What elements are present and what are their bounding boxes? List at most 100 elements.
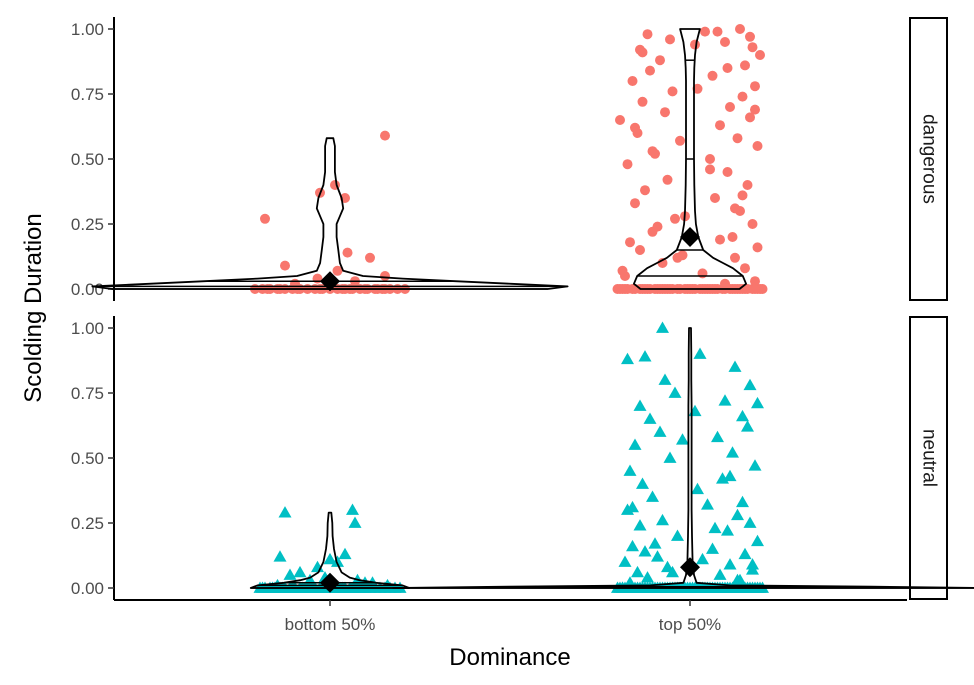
data-point	[627, 76, 638, 86]
data-point	[708, 521, 722, 534]
strip-box	[909, 316, 948, 600]
x-tick-label: top 50%	[659, 615, 721, 634]
data-point	[260, 213, 270, 224]
data-point	[742, 180, 753, 190]
data-point	[631, 565, 644, 578]
data-point	[750, 81, 760, 92]
data-point	[648, 537, 662, 549]
data-point	[727, 232, 738, 242]
data-point	[647, 146, 658, 157]
x-tick-label: bottom 50%	[285, 615, 376, 634]
data-point	[656, 513, 669, 526]
data-point	[668, 386, 682, 398]
mean-marker	[320, 271, 340, 292]
data-point	[651, 550, 664, 562]
data-point	[365, 252, 375, 263]
mean-marker	[320, 572, 340, 593]
data-point	[652, 221, 663, 232]
data-point	[732, 133, 743, 144]
data-point	[618, 555, 632, 567]
data-point	[712, 26, 723, 37]
data-point	[730, 252, 740, 263]
data-point	[623, 464, 637, 476]
data-point	[626, 539, 639, 552]
data-point	[745, 31, 755, 42]
data-point	[662, 174, 673, 185]
data-point	[273, 550, 287, 562]
data-point	[696, 552, 709, 565]
data-point	[638, 350, 652, 362]
data-point	[692, 83, 703, 94]
data-point	[752, 242, 763, 253]
data-point	[676, 433, 689, 445]
data-point	[740, 60, 750, 71]
data-point	[750, 276, 760, 287]
data-point	[630, 122, 640, 133]
data-point	[672, 252, 683, 263]
data-point	[755, 50, 765, 60]
data-point	[707, 70, 718, 81]
data-point	[693, 347, 707, 359]
data-point	[743, 378, 757, 391]
data-point	[752, 284, 763, 294]
violin-0	[91, 137, 569, 290]
data-point	[626, 500, 639, 513]
data-point	[633, 399, 647, 411]
data-point	[628, 438, 642, 450]
data-point	[342, 247, 353, 258]
y-tick-label: 0.25	[71, 514, 104, 533]
data-point	[723, 469, 737, 482]
data-point	[746, 558, 759, 570]
data-point	[645, 65, 655, 76]
violin-1	[633, 28, 747, 290]
data-point	[293, 565, 307, 578]
data-point	[621, 352, 634, 365]
data-point	[730, 203, 740, 214]
data-point	[633, 519, 647, 531]
y-tick-label: 0.25	[71, 215, 104, 234]
y-axis-title: Scolding Duration	[20, 213, 47, 402]
data-point	[738, 547, 752, 560]
violin-1	[392, 327, 974, 589]
data-point	[637, 96, 648, 107]
data-point	[280, 260, 290, 271]
data-point	[643, 412, 657, 424]
y-tick-label: 1.00	[71, 20, 104, 39]
data-point	[671, 529, 684, 541]
data-point	[338, 547, 352, 560]
data-point	[380, 130, 390, 141]
data-point	[720, 37, 730, 47]
data-point	[736, 495, 749, 508]
data-point	[736, 409, 749, 422]
data-point	[642, 29, 653, 40]
data-point	[638, 545, 652, 557]
data-point	[656, 321, 669, 333]
data-point	[715, 234, 725, 245]
data-point	[726, 446, 739, 458]
data-point	[663, 451, 677, 463]
data-point	[711, 430, 724, 443]
data-point	[332, 265, 343, 276]
data-point	[667, 86, 678, 97]
data-point	[748, 459, 762, 471]
data-point	[675, 135, 685, 146]
data-point	[737, 190, 748, 201]
data-point	[731, 573, 744, 586]
data-point	[290, 278, 300, 289]
data-point	[625, 237, 635, 248]
y-tick-label: 1.00	[71, 319, 104, 338]
data-point	[751, 396, 764, 409]
x-axis-title: Dominance	[449, 644, 570, 671]
data-point	[728, 360, 742, 372]
data-point	[380, 271, 390, 281]
data-point	[750, 104, 760, 115]
mean-marker	[680, 227, 700, 247]
data-point	[741, 420, 754, 432]
data-point	[658, 373, 672, 385]
y-tick-label: 0.50	[71, 150, 104, 169]
data-point	[737, 284, 748, 294]
data-point	[705, 154, 715, 164]
y-tick-label: 0.00	[71, 579, 104, 598]
data-point	[348, 516, 362, 528]
